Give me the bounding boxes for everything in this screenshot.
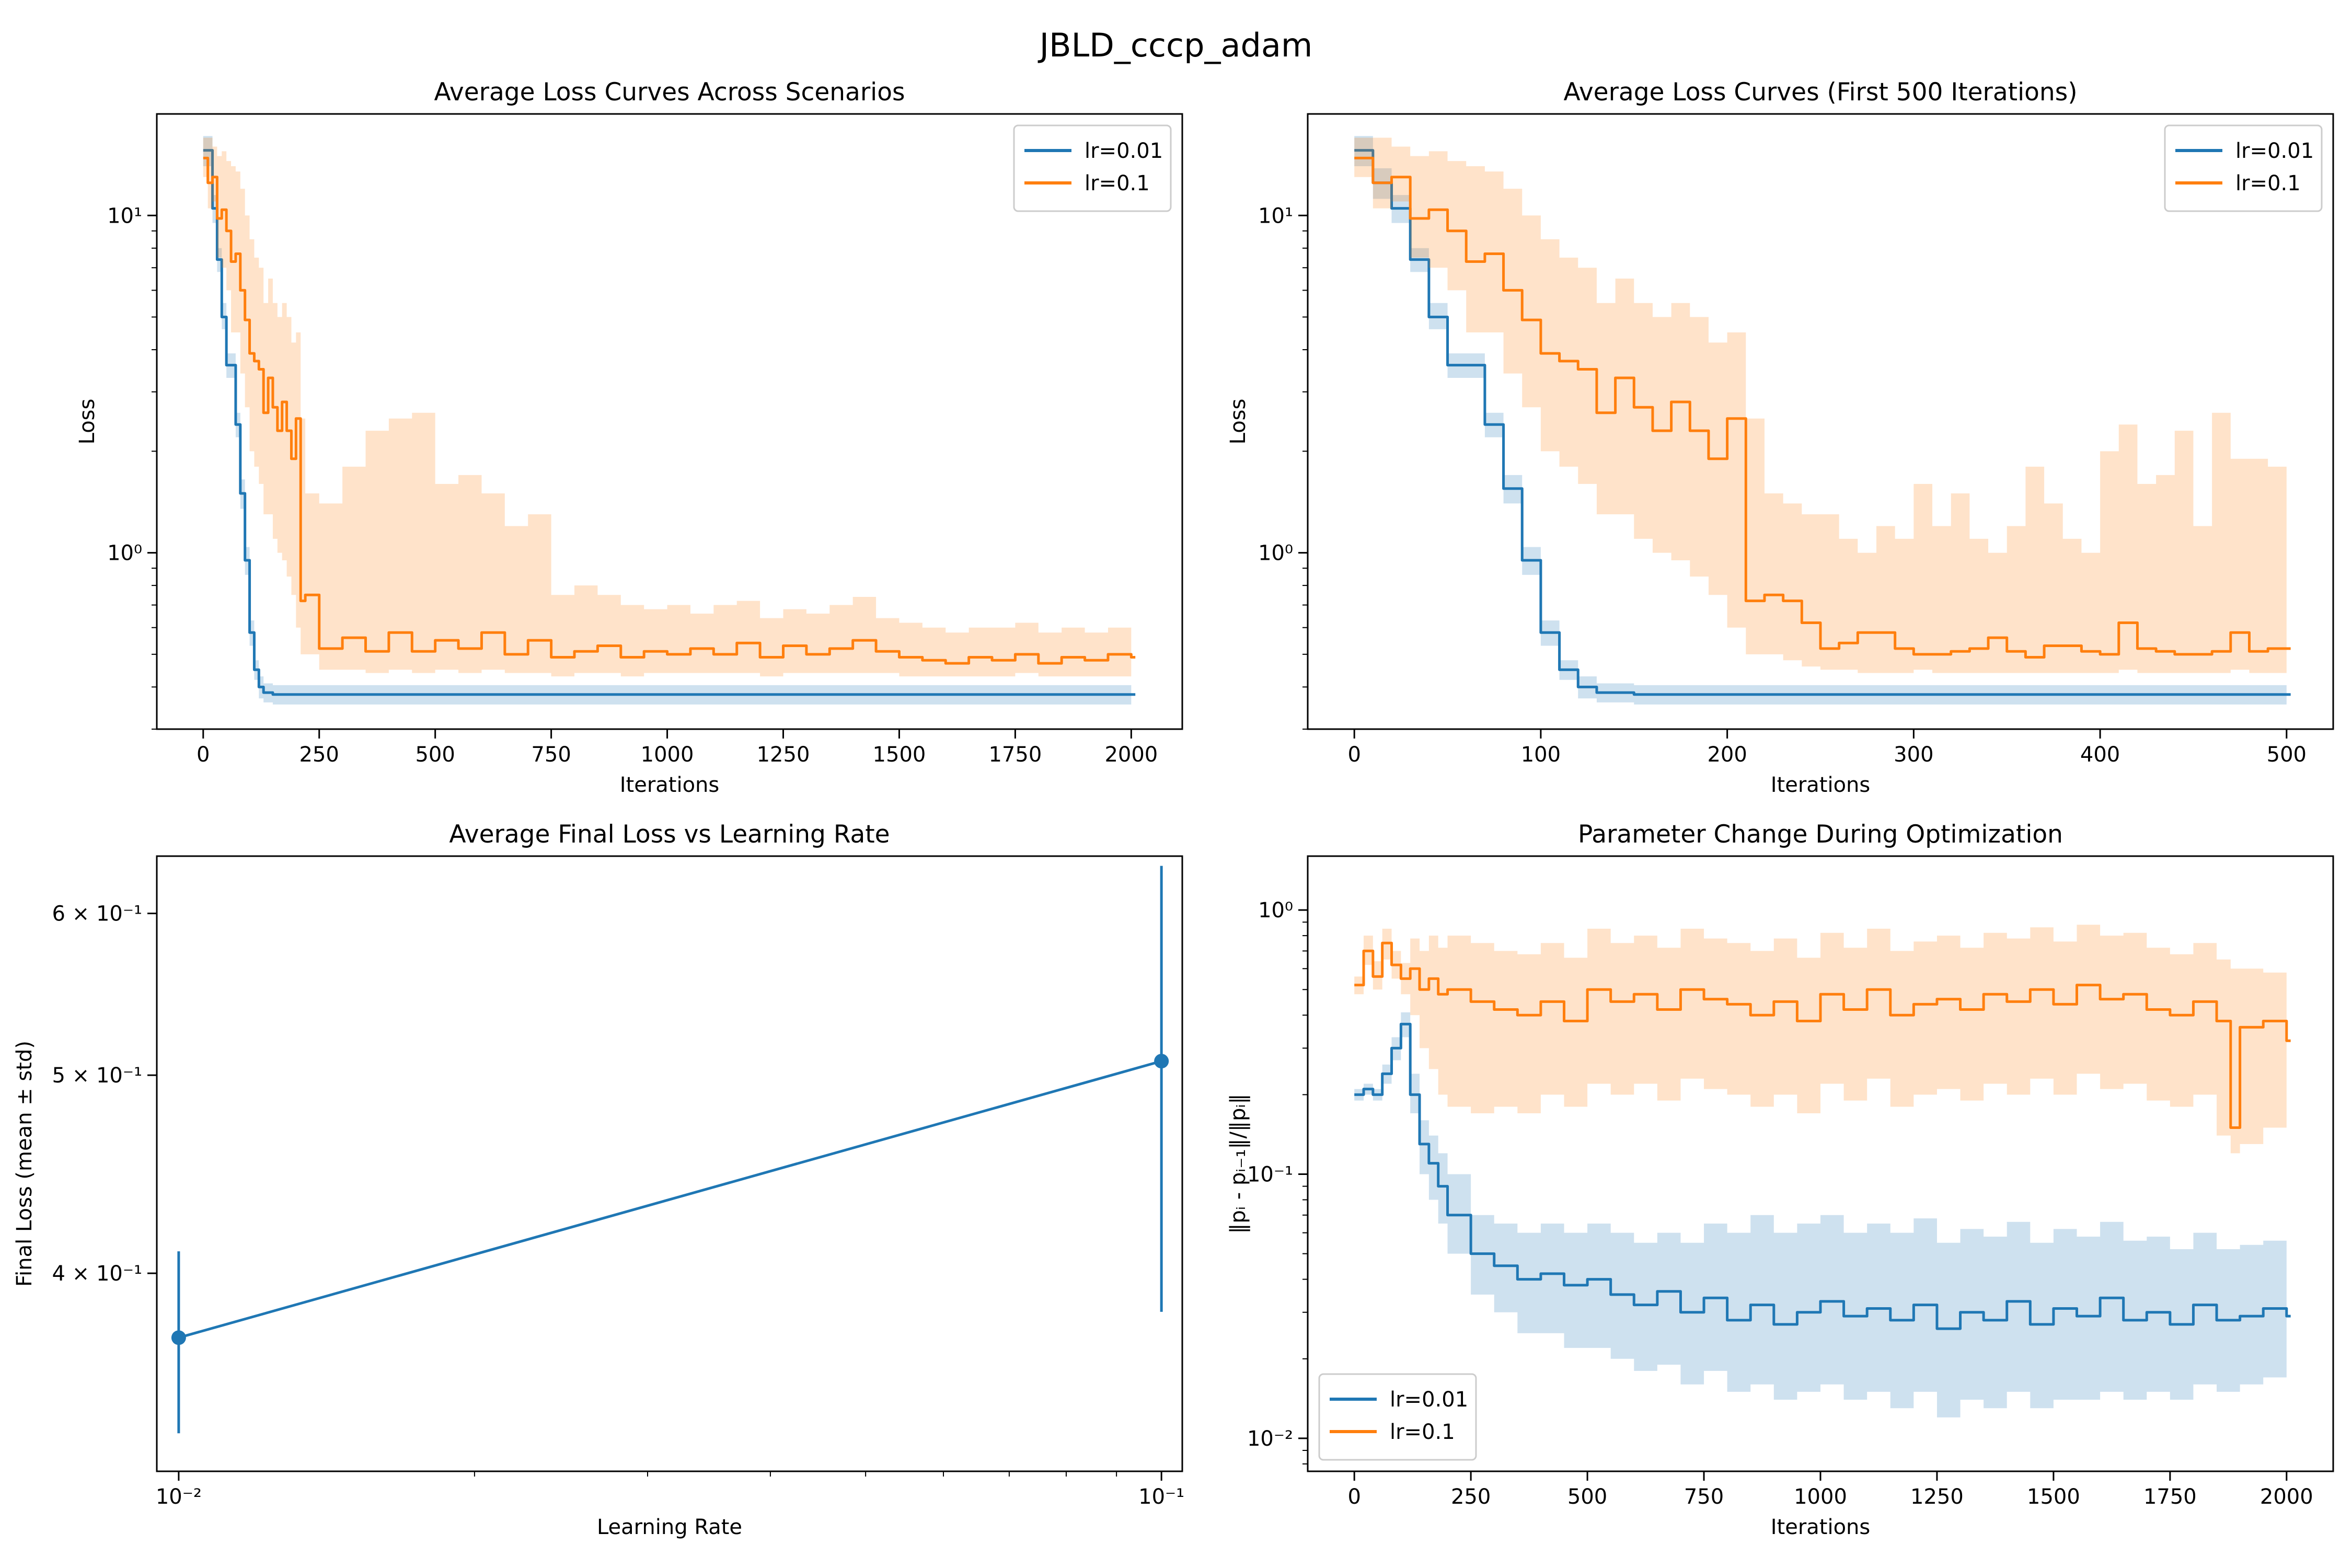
figure-title: JBLD_cccp_adam [1037,26,1312,64]
y-tick-label: 6 × 10⁻¹ [52,902,142,926]
y-tick-label: 4 × 10⁻¹ [52,1262,142,1286]
plot-area [203,136,1136,705]
x-tick-label: 500 [2267,743,2307,767]
subplot-4: 0 250 500 750 1000 1250 1500 1750 2000 10⁻² 10⁻¹ 10… [1226,820,2334,1539]
legend-label: lr=0.01 [1390,1388,1468,1412]
legend: lr=0.01 lr=0.1 [2164,124,2323,212]
subplot-title: Average Final Loss vs Learning Rate [449,820,890,849]
series-lr-0-1-std-band [1354,925,2287,1154]
y-tick-label: 10⁰ [107,541,142,566]
legend-frame [2164,124,2323,212]
data-point [1154,1054,1169,1069]
legend-frame [1013,124,1172,212]
x-tick-label: 1250 [1910,1485,1964,1509]
x-tick-label: 0 [1347,743,1361,767]
axes-frame [156,113,1183,730]
x-tick-label: 0 [197,743,210,767]
y-tick-label: 10¹ [107,204,142,228]
x-tick-label: 2000 [2260,1485,2313,1509]
x-tick-label: 1500 [873,743,926,767]
y-tick-label: 10⁻¹ [1247,1163,1293,1187]
x-tick-label: 500 [415,743,455,767]
x-tick-label: 750 [531,743,571,767]
x-tick-label: 2000 [1104,743,1158,767]
y-tick-label: 10¹ [1258,204,1293,228]
x-tick-label: 10⁻¹ [1138,1485,1184,1509]
legend-label: lr=0.01 [2235,139,2314,163]
plot-area [171,866,1169,1434]
y-axis-label: Loss [75,399,99,445]
x-tick-label: 1750 [2143,1485,2197,1509]
x-axis-label: Iterations [620,773,720,797]
subplot-3: 10⁻² 10⁻¹ 4 × 10⁻¹ 5 × 10⁻¹ 6 × 10⁻¹ Average … [13,820,1184,1539]
x-tick-label: 1750 [988,743,1042,767]
subplots: 0 250 500 750 1000 1250 1500 1750 200010⁰10¹Aver… [13,78,2334,1539]
y-tick-label: 10⁻² [1247,1427,1293,1451]
legend: lr=0.01 lr=0.1 [1013,124,1172,212]
x-tick-label: 1250 [757,743,810,767]
x-axis-label: Iterations [1771,773,1871,797]
x-tick-label: 1500 [2027,1485,2080,1509]
series-lr-0-1-std-band [203,137,1132,677]
plot-area [1354,136,2291,705]
series-lr-0-1-line [203,156,1136,665]
legend-label: lr=0.1 [1390,1420,1455,1444]
y-tick-label: 10⁰ [1258,898,1293,923]
series-lr-0-1-std-band [1354,137,2287,673]
subplot-title: Average Loss Curves Across Scenarios [434,78,905,107]
legend-frame [1318,1373,1477,1461]
series-lr-0-01-line [1354,149,2291,696]
y-tick-label: 5 × 10⁻¹ [52,1064,142,1088]
x-tick-label: 250 [299,743,339,767]
series-lr-0-1-line [1354,156,2291,659]
x-tick-label: 750 [1684,1485,1724,1509]
y-tick-label: 10⁰ [1258,541,1293,566]
plot-area [1354,925,2291,1417]
x-tick-label: 300 [1894,743,1933,767]
series-0-line [178,1059,1162,1339]
x-tick-label: 200 [1707,743,1747,767]
x-tick-label: 250 [1451,1485,1491,1509]
legend-label: lr=0.1 [1085,171,1150,195]
x-tick-label: 100 [1521,743,1561,767]
x-axis-label: Learning Rate [597,1515,742,1539]
y-axis-label: Final Loss (mean ± std) [13,1041,37,1287]
series-lr-0-01-line [203,149,1136,696]
x-tick-label: 1000 [1794,1485,1847,1509]
legend-label: lr=0.01 [1085,139,1163,163]
x-tick-label: 500 [1567,1485,1607,1509]
x-tick-label: 0 [1347,1485,1361,1509]
y-axis-label: ‖pᵢ - pᵢ₋₁‖/‖pᵢ‖ [1226,1093,1250,1233]
x-tick-label: 400 [2080,743,2120,767]
series-lr-0-01-line [1354,1022,2291,1330]
series-lr-0-1-line [1354,941,2291,1129]
subplot-title: Parameter Change During Optimization [1578,820,2063,849]
axes-frame [156,855,1183,1472]
y-axis-label: Loss [1226,399,1250,445]
x-tick-label: 10⁻² [156,1485,202,1509]
subplot-2: 0 100 200 300 400 500 10⁰ 10¹ Average Loss Curve… [1226,78,2334,797]
x-axis-label: Iterations [1771,1515,1871,1539]
x-tick-label: 1000 [641,743,694,767]
subplot-title: Average Loss Curves (First 500 Iteration… [1563,78,2077,107]
axes-frame [1307,113,2334,730]
data-point [171,1330,186,1345]
legend: lr=0.01 lr=0.1 [1318,1373,1477,1461]
subplot-1: 0 250 500 750 1000 1250 1500 1750 2000 10⁰ 10¹ Aver… [75,78,1183,797]
legend-label: lr=0.1 [2235,171,2301,195]
